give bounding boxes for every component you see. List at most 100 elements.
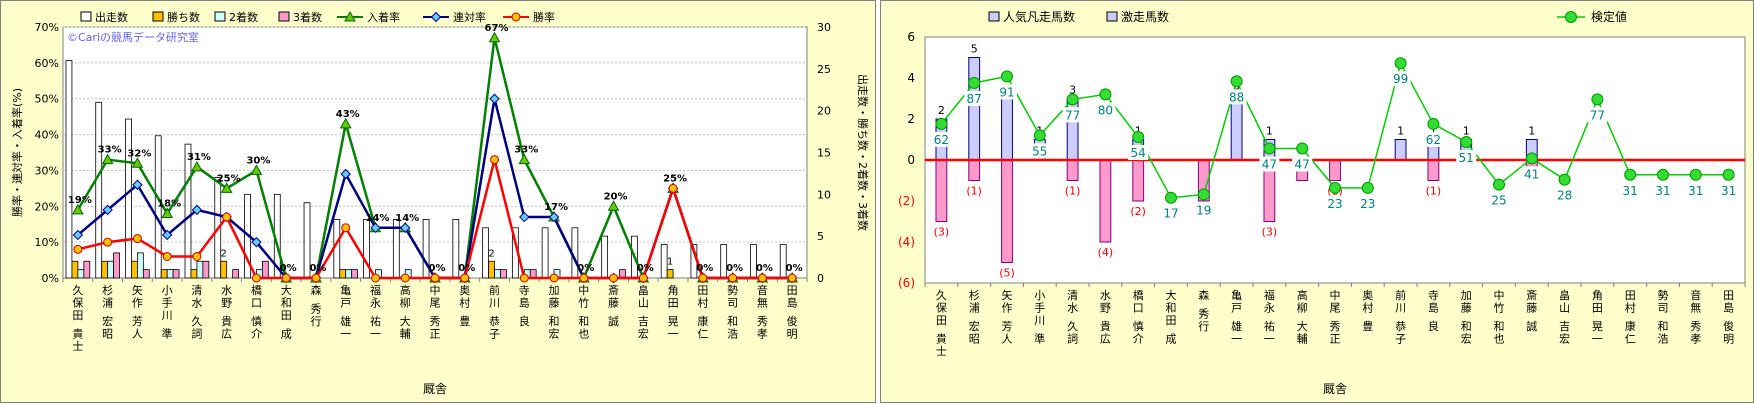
- value-label-bg: [1161, 205, 1181, 221]
- point-検定値: [1033, 129, 1046, 142]
- value-label-bg: [1653, 182, 1673, 198]
- x-tick-label: 矢作 芳人: [1002, 288, 1013, 346]
- point-検定値: [1296, 142, 1309, 155]
- value-label: 99: [1393, 72, 1408, 86]
- legend-marker: [344, 10, 356, 22]
- point-勝率: [281, 273, 291, 283]
- x-tick-label: 中竹 和也: [578, 284, 589, 341]
- point-勝率: [103, 237, 113, 247]
- rate-chart: 0%10%20%30%40%50%60%70%051015202530勝率・連対…: [10, 10, 870, 396]
- bar-positive: [1394, 139, 1407, 161]
- x-axis-title: 厩舎: [423, 382, 447, 396]
- pos-data-label: 1: [1135, 125, 1142, 138]
- y-tick-right: 20: [817, 105, 831, 118]
- neg-data-label: (1): [1065, 185, 1081, 198]
- bar-勝ち数: [220, 260, 228, 279]
- rate-data-label: 0%: [696, 263, 713, 274]
- rate-data-label: 0%: [577, 263, 594, 274]
- x-tick-label: 清水 久詞: [1067, 289, 1078, 346]
- rate-data-label: 32%: [127, 148, 151, 159]
- legend-label: 勝率: [533, 10, 555, 24]
- legend-marker: [511, 12, 521, 22]
- value-label: 31: [1655, 184, 1670, 198]
- y-tick-left: 30%: [35, 164, 59, 177]
- neg-data-label: (1): [966, 185, 982, 198]
- point-入着率: [488, 31, 501, 43]
- value-label: 80: [1098, 103, 1113, 117]
- value-label: 23: [1327, 197, 1342, 211]
- value-label-bg: [1029, 143, 1050, 159]
- point-検定値: [935, 117, 948, 130]
- x-tick-label: 森 秀行: [1198, 288, 1209, 333]
- pos-data-label: 1: [1397, 125, 1404, 138]
- point-検定値: [1493, 178, 1505, 191]
- y-tick-left: 20%: [35, 200, 59, 213]
- bar-2着数: [196, 260, 204, 279]
- x-tick-label: 畠山 吉宏: [1559, 288, 1570, 346]
- value-label: 55: [1032, 144, 1047, 158]
- x-tick-label: 久保田 貴士: [72, 284, 83, 353]
- pos-data-label: 5: [971, 43, 978, 56]
- value-label: 19: [1196, 203, 1211, 217]
- x-tick-label: 田村 康仁: [697, 284, 708, 341]
- value-label: 28: [1557, 189, 1572, 203]
- x-tick-label: 音無 秀孝: [1690, 288, 1701, 346]
- bar-negative: [935, 159, 948, 222]
- x-tick-label: 斎藤 誠: [1526, 288, 1537, 333]
- point-検定値: [1525, 152, 1538, 165]
- x-tick-label: 橋口 慎介: [251, 283, 262, 341]
- legend-label: 検定値: [1591, 9, 1627, 24]
- point-連対率: [102, 204, 113, 216]
- x-tick-label: 杉浦 宏昭: [102, 283, 113, 341]
- x-tick-label: 亀戸 雄一: [1231, 288, 1242, 346]
- point-検定値: [1361, 181, 1374, 194]
- y-tick-right: 10: [817, 188, 831, 201]
- value-label-bg: [1685, 182, 1706, 198]
- point-勝率: [222, 212, 232, 222]
- bar-3着数: [113, 252, 120, 279]
- point-勝率: [638, 273, 648, 283]
- point-勝率: [519, 273, 529, 283]
- point-入着率: [191, 160, 203, 172]
- bar-negative: [1099, 159, 1112, 243]
- value-label-bg: [1226, 89, 1247, 105]
- x-tick-label: 中竹 和也: [1494, 289, 1505, 346]
- x-tick-label: 矢作 芳人: [132, 283, 143, 341]
- x-tick-label: 奥村 豊: [459, 283, 470, 328]
- chart-panel-left: 0% 10% 20% 30% 40% 50% 60% 70% 0 5 10 15 20 25 30 勝率・連対…: [0, 0, 876, 403]
- point-勝率: [728, 273, 738, 283]
- legend-label: 出走数: [95, 10, 128, 24]
- point-検定値: [1722, 168, 1735, 181]
- point-検定値: [968, 76, 981, 89]
- x-tick-label: 斎藤 誠: [608, 283, 619, 328]
- popularity-chart: (6)(4)(2)02462(3)5(1)3(5)13(1)(4)1(2)(2)…: [898, 9, 1746, 396]
- bar-出走数: [184, 143, 192, 279]
- rate-data-label: 0%: [309, 263, 326, 274]
- y-tick-right: 15: [817, 147, 831, 160]
- point-勝率: [757, 273, 767, 283]
- bar-3着数: [172, 269, 180, 279]
- x-tick-label: 福永 祐一: [370, 283, 381, 341]
- point-勝率: [490, 155, 500, 165]
- bar-3着数: [619, 269, 626, 279]
- x-tick-label: 福永 祐一: [1264, 288, 1275, 346]
- y-tick: 6: [907, 30, 915, 44]
- point-入着率: [607, 200, 620, 211]
- value-label-bg: [931, 131, 952, 147]
- bar-negative: [1001, 159, 1013, 263]
- point-検定値: [1132, 131, 1145, 144]
- point-検定値: [1165, 191, 1177, 204]
- bar-2着数: [77, 269, 85, 279]
- y-tick: 2: [907, 112, 915, 126]
- point-勝率: [787, 273, 797, 283]
- x-tick-label: 中尾 秀正: [430, 284, 441, 341]
- value-label-bg: [997, 84, 1017, 100]
- rate-data-label: 20%: [604, 191, 628, 202]
- bar-data-label: 2: [221, 248, 227, 259]
- value-label: 62: [1426, 133, 1441, 147]
- neg-data-label: (3): [1262, 226, 1278, 239]
- value-label: 54: [1131, 146, 1146, 160]
- value-label: 41: [1524, 167, 1539, 181]
- value-label-bg: [1521, 166, 1542, 182]
- bar-出走数: [154, 135, 162, 279]
